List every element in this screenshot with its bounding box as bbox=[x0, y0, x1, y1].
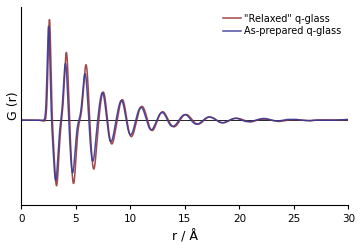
X-axis label: r / Å: r / Å bbox=[172, 230, 198, 243]
As-prepared q-glass bbox=[346, 118, 351, 121]
As-prepared q-glass bbox=[96, 113, 100, 116]
"Relaxed" q-glass bbox=[54, 184, 59, 187]
As-prepared q-glass bbox=[344, 118, 348, 121]
As-prepared q-glass bbox=[46, 25, 51, 28]
"Relaxed" q-glass bbox=[346, 118, 351, 121]
Line: "Relaxed" q-glass: "Relaxed" q-glass bbox=[22, 20, 349, 186]
As-prepared q-glass bbox=[167, 121, 171, 124]
As-prepared q-glass bbox=[98, 100, 102, 103]
"Relaxed" q-glass bbox=[47, 18, 52, 21]
"Relaxed" q-glass bbox=[143, 111, 148, 114]
"Relaxed" q-glass bbox=[20, 118, 25, 122]
"Relaxed" q-glass bbox=[98, 107, 102, 110]
As-prepared q-glass bbox=[20, 118, 25, 122]
As-prepared q-glass bbox=[143, 115, 148, 118]
Line: As-prepared q-glass: As-prepared q-glass bbox=[22, 26, 349, 180]
Legend: "Relaxed" q-glass, As-prepared q-glass: "Relaxed" q-glass, As-prepared q-glass bbox=[221, 12, 344, 38]
"Relaxed" q-glass bbox=[344, 118, 348, 121]
As-prepared q-glass bbox=[100, 92, 104, 95]
"Relaxed" q-glass bbox=[100, 95, 104, 98]
"Relaxed" q-glass bbox=[167, 119, 171, 122]
"Relaxed" q-glass bbox=[96, 125, 100, 128]
Y-axis label: G (r): G (r) bbox=[7, 92, 20, 120]
As-prepared q-glass bbox=[54, 179, 58, 182]
